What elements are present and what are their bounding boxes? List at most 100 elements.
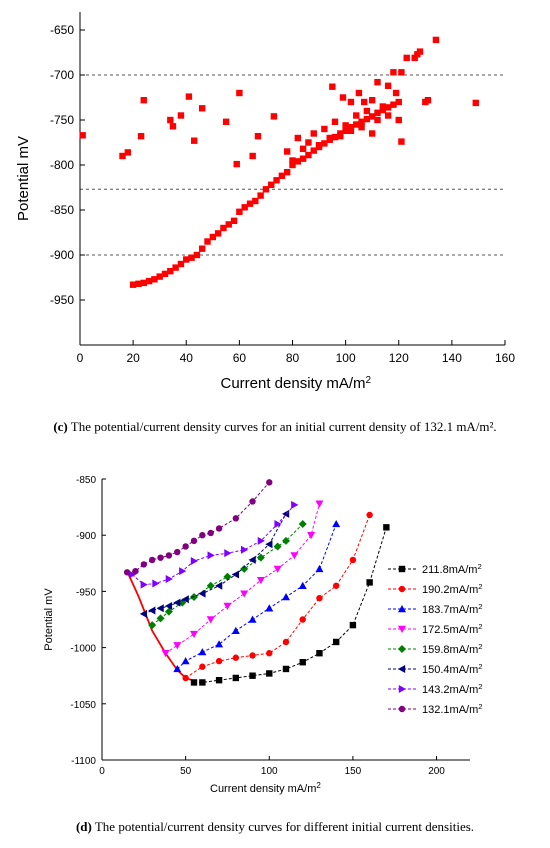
data-point xyxy=(379,103,387,110)
data-point xyxy=(137,133,145,140)
series-point-1 xyxy=(199,663,206,670)
chart-d: 0 50 100 150 200 -850 -900 -950 -1000 -1050 -1100 2… xyxy=(0,470,550,810)
series-point-4 xyxy=(164,607,173,616)
series-point-5 xyxy=(265,540,273,549)
series-line-0 xyxy=(194,527,387,683)
x-tick-label: 120 xyxy=(389,351,409,365)
data-point xyxy=(257,192,264,199)
data-point xyxy=(321,125,328,133)
series-point-2 xyxy=(181,657,190,665)
series-point-0 xyxy=(190,679,198,686)
x-tick-label: 60 xyxy=(233,351,247,365)
series-point-7 xyxy=(174,548,181,556)
series-point-4 xyxy=(223,572,232,581)
data-point xyxy=(241,204,248,211)
legend-label-0: 211.8mA/m2 xyxy=(422,562,482,577)
series-point-0 xyxy=(199,679,206,686)
series-point-5 xyxy=(156,604,164,613)
series-point-0 xyxy=(332,638,340,646)
data-point xyxy=(270,113,278,120)
chart-c-svg: 0 20 40 60 80 100 120 140 160 -650 -700 -750 -800 -85… xyxy=(15,12,515,392)
y-axis-label: Potential mV xyxy=(43,588,55,651)
data-point xyxy=(384,112,392,119)
series-point-6 xyxy=(240,545,249,554)
series-point-2 xyxy=(298,581,307,589)
legend-label-1: 190.2mA/m2 xyxy=(422,582,483,597)
data-point xyxy=(374,116,381,124)
data-point xyxy=(361,98,368,106)
series-line-5 xyxy=(143,513,287,615)
x-tick-label: 80 xyxy=(286,351,300,365)
series-point-5 xyxy=(181,595,189,604)
caption-c-letter: (c) xyxy=(53,419,68,434)
data-point xyxy=(331,118,339,125)
series-point-5 xyxy=(248,555,256,564)
series-point-2 xyxy=(248,615,257,623)
data-point xyxy=(329,83,336,90)
data-point xyxy=(392,89,400,97)
chart-d-svg: 0 50 100 150 200 -850 -900 -950 -1000 -1050 -1100 2… xyxy=(43,475,483,796)
series-point-2 xyxy=(173,664,182,673)
series-point-7 xyxy=(266,479,273,486)
legend-label-7: 132.1mA/m2 xyxy=(422,702,483,717)
series-point-4 xyxy=(240,564,249,573)
data-point xyxy=(119,152,126,160)
series-point-6 xyxy=(190,557,198,566)
data-point xyxy=(167,116,174,124)
y-tick-label: -1000 xyxy=(70,644,96,655)
data-point xyxy=(321,140,328,147)
series-point-4 xyxy=(156,614,165,623)
x-tick-label: 140 xyxy=(442,351,462,365)
x-tick-label: 100 xyxy=(336,351,356,365)
y-tick-label: -1050 xyxy=(70,700,96,711)
data-point xyxy=(209,233,217,241)
data-point xyxy=(299,145,307,152)
data-point xyxy=(390,101,397,108)
data-point xyxy=(395,98,402,106)
y-tick-label: -800 xyxy=(50,158,74,172)
x-axis-label: Current density mA/m2 xyxy=(210,781,321,796)
data-point xyxy=(222,118,230,125)
series-point-7 xyxy=(182,543,189,550)
data-point xyxy=(198,245,206,252)
legend-marker-6 xyxy=(398,685,406,693)
data-point xyxy=(472,99,479,107)
y-tick-label: -1100 xyxy=(71,756,96,767)
x-tick-label: 20 xyxy=(126,351,140,365)
data-point xyxy=(140,279,147,287)
x-tick-label: 0 xyxy=(99,766,105,777)
data-point xyxy=(167,268,174,275)
data-point xyxy=(262,186,270,193)
series-point-3 xyxy=(190,630,198,639)
series-point-5 xyxy=(139,609,148,618)
legend-marker-7 xyxy=(398,705,406,713)
data-point xyxy=(424,97,432,104)
data-point xyxy=(79,132,86,139)
y-tick-label: -900 xyxy=(50,248,74,262)
y-axis-label: Potential mV xyxy=(15,136,32,221)
chart-c: 0 20 40 60 80 100 120 140 160 -650 -700 -750 -800 -85… xyxy=(0,0,550,400)
series-point-1 xyxy=(266,650,273,657)
data-point xyxy=(331,133,339,141)
series-point-1 xyxy=(249,652,256,659)
legend-marker-3 xyxy=(398,625,406,633)
data-point xyxy=(225,221,232,228)
data-point xyxy=(339,94,347,101)
series-point-6 xyxy=(140,580,148,589)
y-tick-label: -850 xyxy=(50,203,74,217)
series-point-5 xyxy=(215,581,223,590)
series-point-4 xyxy=(148,621,157,630)
caption-c: (c) The potential/current density curves… xyxy=(0,419,550,435)
series-point-7 xyxy=(132,567,139,575)
caption-d-letter: (d) xyxy=(75,819,92,834)
x-tick-label: 200 xyxy=(428,766,445,777)
series-point-3 xyxy=(206,616,215,624)
series-point-6 xyxy=(165,575,173,584)
data-point xyxy=(254,133,262,140)
caption-d-text: The potential/current density curves for… xyxy=(91,819,475,834)
series-point-5 xyxy=(148,606,156,615)
data-point xyxy=(193,251,201,259)
series-point-0 xyxy=(349,621,357,629)
data-point xyxy=(337,133,344,140)
series-point-4 xyxy=(256,553,265,562)
